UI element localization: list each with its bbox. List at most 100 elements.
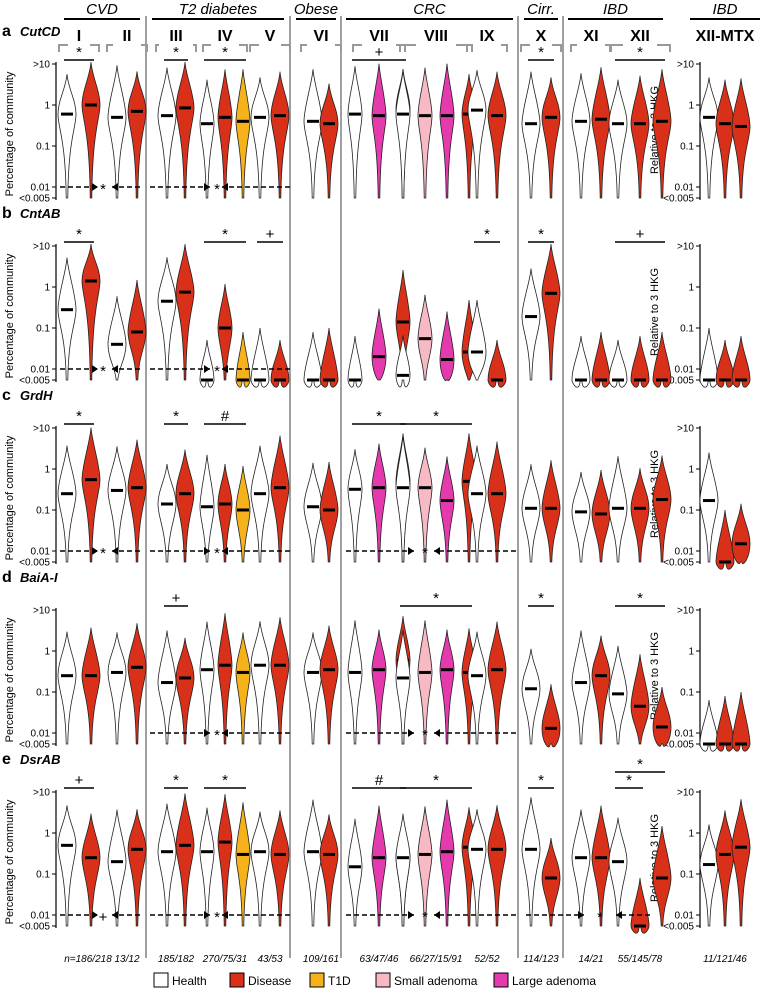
panel-letter: a bbox=[2, 23, 11, 40]
y-tick-label: >10 bbox=[33, 424, 50, 435]
group-name: T2 diabetes bbox=[179, 1, 258, 18]
violin bbox=[217, 794, 233, 927]
violin bbox=[417, 67, 433, 199]
violin bbox=[250, 327, 270, 388]
pooled-symbol: * bbox=[214, 545, 220, 562]
violin bbox=[175, 637, 195, 745]
pooled-arrowhead bbox=[204, 547, 210, 555]
violin bbox=[487, 621, 507, 745]
legend-swatch bbox=[229, 972, 245, 988]
pooled-arrowhead bbox=[434, 729, 440, 737]
y-tick-label-right: 0.1 bbox=[680, 142, 694, 153]
legend-label: Health bbox=[172, 974, 207, 988]
violin bbox=[347, 66, 363, 199]
significance-symbol: * bbox=[173, 408, 179, 425]
sample-size-label: 52/52 bbox=[474, 954, 499, 965]
study-numeral: VII bbox=[369, 28, 389, 45]
y-tick-label: 0.01 bbox=[31, 183, 51, 194]
y-tick-label-right: 0.1 bbox=[680, 688, 694, 699]
significance-symbol: + bbox=[75, 772, 84, 789]
pooled-symbol: * bbox=[100, 545, 106, 562]
violin bbox=[175, 244, 195, 381]
gene-name: CntAB bbox=[20, 206, 60, 221]
violin bbox=[157, 257, 177, 381]
y-tick-label: 0.01 bbox=[31, 365, 51, 376]
y-tick-label-right: 1 bbox=[688, 829, 694, 840]
y-tick-label: <0.005 bbox=[19, 194, 50, 205]
pooled-arrowhead bbox=[222, 911, 228, 919]
y-tick-label: 0.01 bbox=[31, 729, 51, 740]
sample-size-label: 14/21 bbox=[578, 954, 603, 965]
violin bbox=[630, 75, 650, 199]
violin bbox=[81, 627, 101, 745]
violin bbox=[371, 63, 387, 199]
violin bbox=[630, 654, 650, 745]
y-tick-label-right: <0.005 bbox=[663, 194, 694, 205]
violin bbox=[591, 635, 611, 745]
y-tick-label-right: 0.1 bbox=[680, 324, 694, 335]
violin bbox=[731, 691, 751, 752]
sample-size-label: 270/75/31 bbox=[202, 954, 248, 965]
panel-a: a CutCD>10 >101 10.1 0.10.01 0.01<0.005 <0.005… bbox=[2, 23, 751, 205]
violin bbox=[521, 71, 541, 199]
violin bbox=[57, 74, 77, 199]
violin bbox=[521, 648, 541, 745]
significance-symbol: # bbox=[375, 772, 384, 789]
y-axis-label: Percentage of community bbox=[4, 435, 16, 560]
pooled-arrowhead bbox=[204, 365, 210, 373]
violin bbox=[270, 810, 290, 927]
group-name: Obese bbox=[294, 1, 338, 18]
study-bracket bbox=[249, 44, 291, 52]
significance-symbol: * bbox=[637, 44, 643, 61]
violin bbox=[371, 805, 387, 927]
y-tick-label: <0.005 bbox=[19, 922, 50, 933]
pooled-symbol: * bbox=[422, 727, 428, 744]
study-numeral: XI bbox=[583, 28, 598, 45]
violin bbox=[217, 283, 233, 381]
violin bbox=[467, 299, 487, 381]
y-tick-label-right: >10 bbox=[677, 788, 694, 799]
violin bbox=[235, 802, 251, 927]
violin bbox=[157, 463, 177, 563]
violin bbox=[715, 810, 735, 927]
y-tick-label: 1 bbox=[44, 647, 50, 658]
violin bbox=[217, 463, 233, 563]
y-axis-label: Percentage of community bbox=[4, 71, 16, 196]
violin bbox=[127, 809, 147, 927]
pooled-symbol: * bbox=[100, 363, 106, 380]
violin bbox=[487, 71, 507, 199]
pooled-arrowhead bbox=[222, 365, 228, 373]
y-tick-label: 0.1 bbox=[36, 688, 50, 699]
violin bbox=[319, 625, 339, 745]
y-tick-label-right: 0.1 bbox=[680, 870, 694, 881]
study-bracket bbox=[300, 44, 342, 52]
y-tick-label-right: >10 bbox=[677, 606, 694, 617]
violin bbox=[715, 509, 735, 570]
pooled-arrowhead bbox=[222, 729, 228, 737]
study-bracket bbox=[202, 44, 248, 52]
study-numeral: V bbox=[265, 28, 276, 45]
group-name: IBD bbox=[712, 1, 737, 18]
violin bbox=[250, 77, 270, 199]
study-numeral: XII bbox=[630, 28, 650, 45]
y-tick-label: <0.005 bbox=[19, 376, 50, 387]
group-name: IBD bbox=[603, 1, 628, 18]
violin bbox=[395, 629, 411, 745]
y-tick-label-right: 0.01 bbox=[675, 183, 695, 194]
pooled-symbol: * bbox=[597, 909, 603, 926]
violin bbox=[541, 684, 561, 748]
y-tick-label: <0.005 bbox=[19, 558, 50, 569]
pooled-arrowhead bbox=[92, 365, 98, 373]
pooled-arrowhead bbox=[112, 365, 118, 373]
y-tick-label-right: 1 bbox=[688, 465, 694, 476]
legend-label: Disease bbox=[248, 974, 292, 988]
significance-symbol: * bbox=[626, 772, 632, 789]
sample-size-label: 43/53 bbox=[257, 954, 282, 965]
violin bbox=[157, 67, 177, 199]
y-tick-label-right: 0.01 bbox=[675, 729, 695, 740]
violin bbox=[250, 621, 270, 745]
pooled-symbol: * bbox=[214, 181, 220, 198]
violin bbox=[199, 79, 215, 199]
y-tick-label-right: 0.01 bbox=[675, 365, 695, 376]
pooled-arrowhead bbox=[204, 729, 210, 737]
